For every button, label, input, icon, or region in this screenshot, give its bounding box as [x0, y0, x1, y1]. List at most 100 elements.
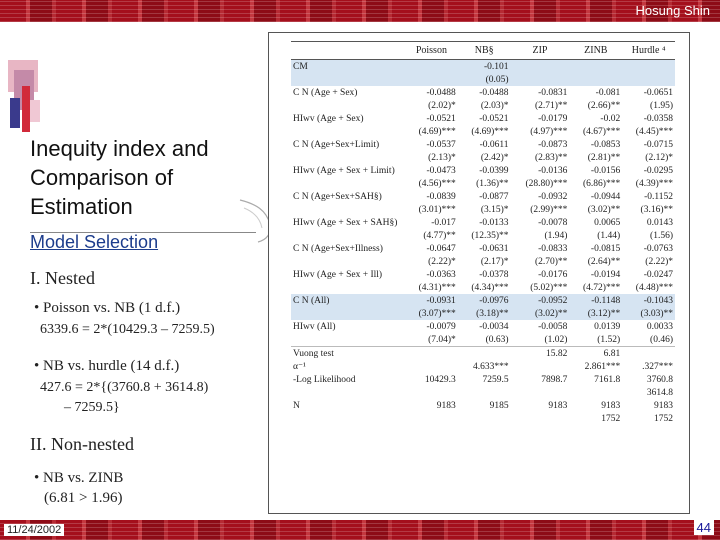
table-row: 3614.8 — [291, 386, 675, 399]
table-cell — [458, 386, 511, 399]
table-cell: -0.0631 — [479, 243, 509, 254]
table-cell — [622, 59, 675, 73]
table-row: C N (Age + Sex) -0.0488 -0.0488 -0.0831 -0.0… — [291, 86, 675, 99]
table-cell: (3.15)* — [480, 204, 509, 215]
table-cell: -0.0931 — [405, 294, 458, 307]
table-cell: (3.01)*** — [418, 204, 456, 215]
table-row: -Log Likelihood 10429.3 7259.5 7898.7 7161.8… — [291, 373, 675, 386]
table-cell: (12.35)** — [471, 230, 509, 241]
table-cell: (1.44) — [597, 230, 621, 241]
table-cell: (6.86)*** — [583, 178, 621, 189]
table-cell: -0.0156 — [590, 165, 621, 176]
table-body: CM -0.101 (0.05) C N (Age + Sex) -0.0488 -0.0… — [291, 59, 675, 426]
row-label — [291, 281, 405, 294]
table-cell: 0.0139 — [594, 321, 621, 332]
row-label — [291, 151, 405, 164]
table-cell: (1.94) — [544, 230, 568, 241]
page-number: 44 — [693, 520, 714, 535]
table-cell: 9185 — [489, 400, 509, 411]
table-cell: 9183 — [548, 400, 568, 411]
row-label — [291, 229, 405, 242]
table-cell: (2.64)** — [587, 256, 621, 267]
column-header: ZINB — [569, 41, 623, 60]
table-cell: -0.0932 — [538, 191, 568, 202]
table-cell — [405, 73, 458, 86]
table-cell: (4.97)*** — [530, 126, 568, 137]
slide-date: 11/24/2002 — [4, 524, 65, 536]
table-cell: -0.0831 — [538, 87, 568, 98]
table-cell: -0.081 — [595, 87, 621, 98]
table-cell: (2.17)* — [480, 256, 509, 267]
table-row: HIwv (Age + Sex + Ill) -0.0363 -0.0378 -0.0… — [291, 268, 675, 281]
table-header-row: Poisson NB§ ZIP ZINB Hurdle ⁴ — [291, 41, 675, 60]
table-cell: -0.0133 — [479, 217, 509, 228]
table-cell: (4.67)*** — [583, 126, 621, 137]
table-cell: -0.0247 — [643, 269, 673, 280]
table-cell: (3.18)** — [457, 307, 511, 320]
column-header — [291, 41, 405, 60]
table-cell — [510, 59, 570, 73]
table-cell: (3.16)** — [640, 204, 673, 215]
row-label: C N (Age+Sex+SAH§) — [293, 191, 382, 202]
table-cell: (3.03)** — [622, 307, 675, 320]
table-cell: -0.0853 — [590, 139, 621, 150]
table-cell — [511, 360, 570, 373]
row-label: C N (All) — [291, 294, 405, 307]
table-cell: -0.0399 — [479, 165, 509, 176]
table-cell: (0.63) — [485, 334, 509, 345]
table-cell: (4.45)*** — [635, 126, 673, 137]
table-cell: (2.03)* — [480, 100, 509, 111]
table-cell — [511, 386, 570, 399]
table-cell: -0.0079 — [426, 321, 456, 332]
table-cell: -0.0952 — [510, 294, 570, 307]
table-cell — [622, 73, 675, 86]
table-cell: (2.22)* — [645, 256, 673, 267]
bullet-poisson-vs-nb: • Poisson vs. NB (1 d.f.) — [34, 300, 181, 316]
title-line-3: Estimation — [30, 194, 133, 219]
row-label: HIwv (Age + Sex) — [293, 113, 364, 124]
table-row: C N (Age+Sex+SAH§) -0.0839 -0.0877 -0.0932 -… — [291, 190, 675, 203]
table-row: HIwv (Age + Sex) -0.0521 -0.0521 -0.0179 -0.… — [291, 112, 675, 125]
row-label: C N (Age+Sex+Illness) — [293, 243, 383, 254]
table-cell: -0.0179 — [538, 113, 568, 124]
table-row: (3.01)*** (3.15)* (2.99)*** (3.02)** (3.16)*… — [291, 203, 675, 216]
row-label: HIwv (Age + Sex + Ill) — [293, 269, 383, 280]
row-label — [291, 255, 405, 268]
row-label: N — [293, 400, 300, 411]
column-header: Poisson — [405, 41, 458, 60]
table-cell: -0.0976 — [457, 294, 511, 307]
table-cell: (1.56) — [650, 230, 673, 241]
table-cell — [569, 73, 623, 86]
estimation-table: Poisson NB§ ZIP ZINB Hurdle ⁴ CM -0.101 (0… — [291, 41, 675, 425]
table-row: Vuong test 15.82 6.81 — [291, 346, 675, 360]
table-row: α⁻¹ 4.633*** 2.861*** .327*** — [291, 360, 675, 373]
row-label: C N (Age+Sex+Limit) — [293, 139, 380, 150]
table-row: HIwv (Age + Sex + Limit) -0.0473 -0.0399 -0… — [291, 164, 675, 177]
table-cell: -0.0488 — [426, 87, 456, 98]
table-cell: -0.0136 — [538, 165, 568, 176]
row-label — [291, 125, 405, 138]
column-header: Hurdle ⁴ — [622, 41, 675, 60]
table-cell: (2.42)* — [480, 152, 509, 163]
table-cell: -0.1043 — [622, 294, 675, 307]
nonnested-heading: II. Non-nested — [30, 434, 134, 454]
table-row: CM -0.101 — [291, 59, 675, 73]
row-label — [291, 203, 405, 216]
table-cell: 0.0033 — [646, 321, 673, 332]
row-label — [291, 99, 405, 112]
table-cell — [405, 346, 458, 360]
table-cell: 10429.3 — [424, 374, 456, 385]
row-label: -Log Likelihood — [293, 374, 356, 385]
table-cell: -0.0473 — [426, 165, 456, 176]
equation-nb-hurdle-1: 427.6 = 2*{(3760.8 + 3614.8) — [40, 380, 209, 395]
table-cell: -0.1148 — [569, 294, 623, 307]
table-row: C N (All) -0.0931 -0.0976 -0.0952 -0.1148 -0.… — [291, 294, 675, 307]
row-label: C N (Age + Sex) — [293, 87, 358, 98]
row-label: CM — [291, 59, 405, 73]
table-cell: (4.34)*** — [471, 282, 509, 293]
table-cell: -0.0521 — [479, 113, 509, 124]
table-cell: -0.0488 — [479, 87, 509, 98]
table-cell: (4.69)*** — [418, 126, 456, 137]
row-label: HIwv (Age + Sex + SAH§) — [293, 217, 398, 228]
table-cell: 1752 — [654, 413, 673, 424]
